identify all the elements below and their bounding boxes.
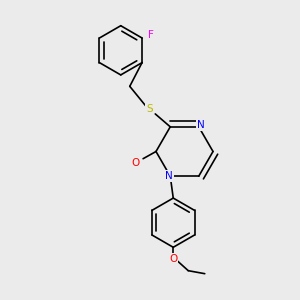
Text: N: N: [165, 171, 172, 181]
Text: F: F: [148, 30, 154, 40]
Text: O: O: [132, 158, 140, 168]
Text: S: S: [146, 104, 153, 114]
Text: N: N: [197, 120, 205, 130]
Text: O: O: [169, 254, 177, 264]
